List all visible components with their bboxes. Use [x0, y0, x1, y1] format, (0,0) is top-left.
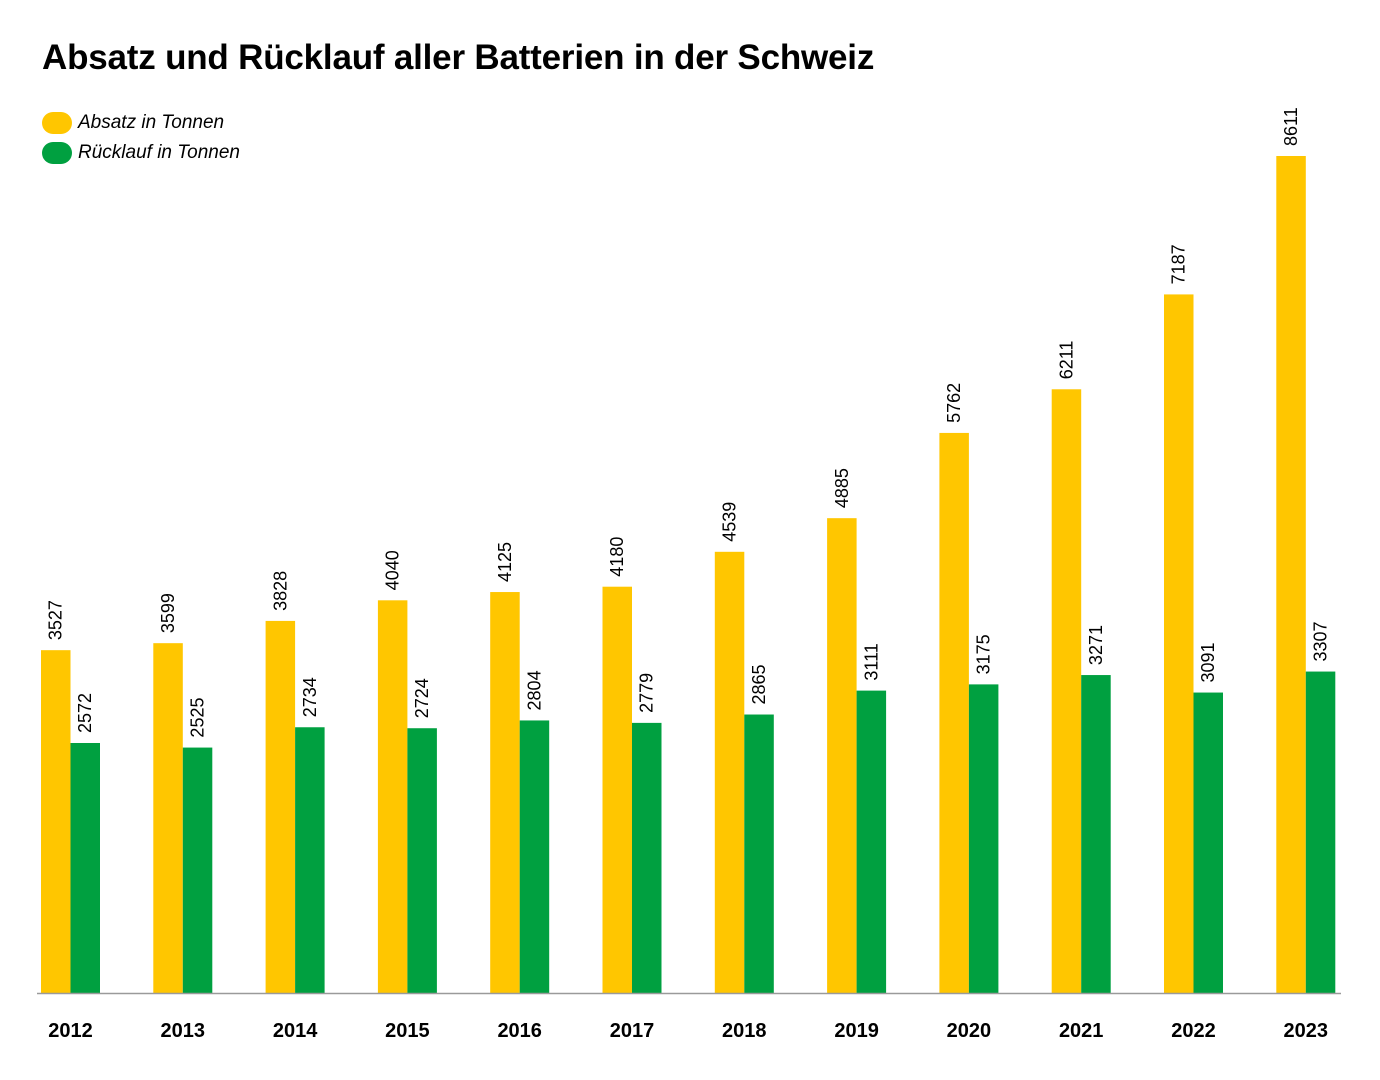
x-tick-label-2018: 2018 [722, 1020, 767, 1042]
value-label-ruecklauf-2022: 3091 [1198, 643, 1218, 683]
value-label-ruecklauf-2015: 2724 [412, 678, 432, 718]
bar-ruecklauf-2017 [632, 722, 662, 993]
value-label-absatz-2013: 3599 [158, 593, 178, 633]
bar-ruecklauf-2023 [1305, 671, 1336, 993]
x-tick-label-2016: 2016 [497, 1020, 542, 1042]
bar-ruecklauf-2013 [182, 747, 213, 993]
value-label-ruecklauf-2018: 2865 [749, 664, 769, 704]
bar-absatz-2017 [602, 586, 632, 993]
bar-absatz-2021 [1051, 389, 1082, 993]
value-label-absatz-2020: 5762 [944, 383, 964, 423]
value-label-ruecklauf-2021: 3271 [1086, 625, 1106, 665]
bar-absatz-2014 [265, 620, 296, 993]
bar-absatz-2022 [1164, 294, 1194, 994]
legend-swatch-absatz [42, 112, 72, 134]
bar-absatz-2015 [377, 600, 408, 993]
legend-label-ruecklauf: Rücklauf in Tonnen [78, 142, 240, 163]
bar-ruecklauf-2019 [856, 690, 887, 993]
x-tick-label-2020: 2020 [947, 1020, 992, 1042]
value-label-absatz-2019: 4885 [832, 468, 852, 508]
bar-absatz-2023 [1276, 156, 1306, 993]
bar-absatz-2018 [714, 551, 745, 993]
legend-swatch-ruecklauf [42, 142, 72, 164]
value-label-ruecklauf-2016: 2804 [524, 670, 544, 710]
x-tick-label-2014: 2014 [273, 1020, 318, 1042]
bar-absatz-2020 [939, 432, 969, 993]
value-label-absatz-2016: 4125 [495, 542, 515, 582]
bar-ruecklauf-2016 [519, 720, 550, 993]
chart-title: Absatz und Rücklauf aller Batterien in d… [42, 38, 875, 77]
value-label-absatz-2015: 4040 [383, 550, 403, 590]
bar-ruecklauf-2020 [968, 684, 999, 993]
bar-absatz-2019 [827, 518, 857, 993]
x-tick-label-2013: 2013 [161, 1020, 206, 1042]
value-label-ruecklauf-2013: 2525 [188, 698, 208, 738]
x-tick-label-2021: 2021 [1059, 1020, 1104, 1042]
legend-item-ruecklauf: Rücklauf in Tonnen [42, 138, 240, 168]
value-label-ruecklauf-2019: 3111 [861, 643, 881, 680]
bar-ruecklauf-2012 [70, 742, 100, 993]
x-tick-label-2019: 2019 [834, 1020, 879, 1042]
x-tick-label-2015: 2015 [385, 1020, 430, 1042]
x-tick-label-2022: 2022 [1171, 1020, 1216, 1042]
bar-absatz-2016 [490, 592, 520, 993]
legend-label-absatz: Absatz in Tonnen [78, 112, 225, 133]
value-label-absatz-2022: 7187 [1169, 244, 1189, 284]
value-label-absatz-2023: 8611 [1281, 107, 1301, 146]
legend-item-absatz: Absatz in Tonnen [42, 108, 240, 138]
value-label-ruecklauf-2014: 2734 [300, 677, 320, 717]
x-tick-label-2023: 2023 [1284, 1020, 1329, 1042]
x-tick-label-2017: 2017 [610, 1020, 655, 1042]
bar-ruecklauf-2018 [744, 714, 774, 993]
bar-ruecklauf-2014 [295, 727, 325, 993]
bar-absatz-2012 [41, 650, 71, 993]
bar-ruecklauf-2021 [1081, 675, 1111, 993]
bar-ruecklauf-2015 [407, 728, 437, 993]
value-label-ruecklauf-2017: 2779 [637, 673, 657, 713]
bar-ruecklauf-2022 [1193, 692, 1223, 993]
value-label-absatz-2014: 3828 [270, 571, 290, 611]
value-label-absatz-2012: 3527 [46, 600, 66, 640]
value-label-absatz-2017: 4180 [607, 537, 627, 577]
bar-absatz-2013 [153, 643, 183, 993]
value-label-absatz-2021: 6211 [1056, 341, 1076, 380]
value-label-ruecklauf-2023: 3307 [1311, 622, 1331, 662]
value-label-ruecklauf-2020: 3175 [974, 634, 994, 674]
value-label-ruecklauf-2012: 2572 [75, 693, 95, 733]
x-tick-label-2012: 2012 [48, 1020, 93, 1042]
value-label-absatz-2018: 4539 [720, 502, 740, 542]
legend: Absatz in Tonnen Rücklauf in Tonnen [42, 108, 240, 168]
